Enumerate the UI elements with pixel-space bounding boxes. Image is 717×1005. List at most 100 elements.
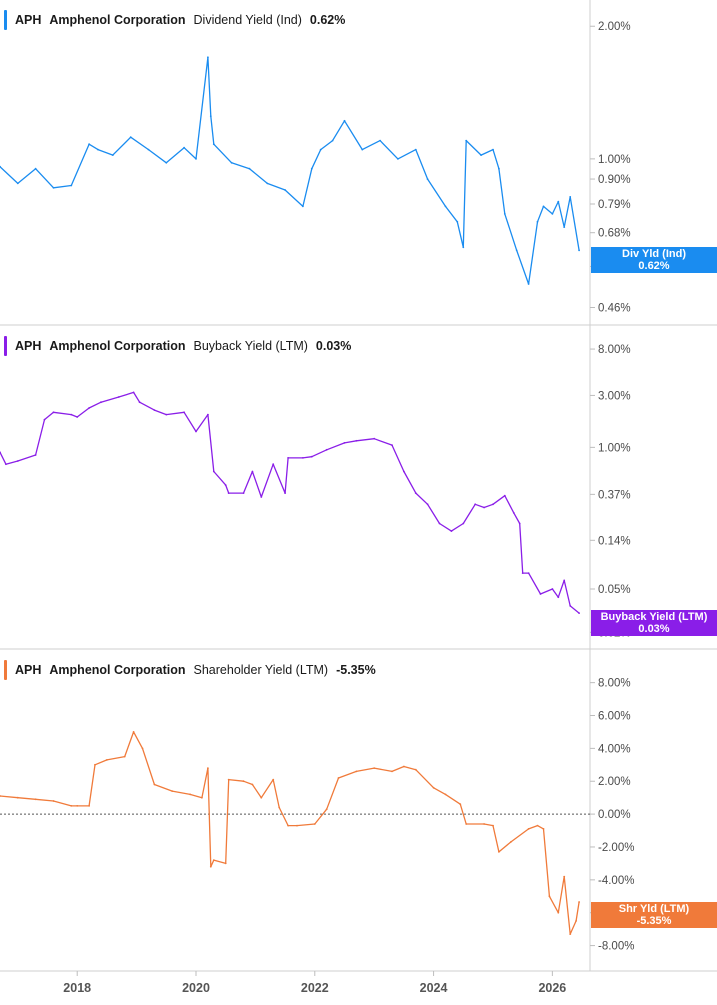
data-point-2 bbox=[100, 401, 102, 404]
data-point-2 bbox=[242, 492, 245, 494]
data-point-3 bbox=[278, 806, 281, 809]
data-point-1 bbox=[310, 167, 313, 170]
x-tick-label: 2022 bbox=[301, 981, 329, 995]
series-line-2 bbox=[0, 391, 580, 614]
data-point-3 bbox=[132, 731, 135, 733]
data-point-3 bbox=[242, 780, 245, 783]
data-point-2 bbox=[426, 503, 429, 506]
data-point-3 bbox=[432, 786, 435, 789]
data-point-3 bbox=[575, 920, 577, 922]
data-point-2 bbox=[355, 439, 358, 442]
data-point-3 bbox=[483, 823, 485, 825]
data-point-1 bbox=[0, 165, 1, 168]
data-point-3 bbox=[224, 862, 227, 865]
y-tick-label: 3.00% bbox=[598, 390, 631, 402]
data-point-3 bbox=[0, 795, 1, 797]
data-point-1 bbox=[480, 154, 482, 157]
data-point-2 bbox=[0, 451, 1, 454]
data-point-3 bbox=[459, 803, 462, 806]
data-point-3 bbox=[465, 823, 468, 825]
data-point-3 bbox=[123, 755, 126, 758]
legend-swatch-2 bbox=[4, 336, 7, 356]
badge-label-1: Div Yld (Ind) bbox=[622, 248, 686, 260]
data-point-2 bbox=[578, 612, 580, 614]
legend-swatch-1 bbox=[4, 10, 7, 30]
data-point-3 bbox=[373, 767, 376, 769]
badge-value-3: -5.35% bbox=[636, 915, 672, 927]
data-point-2 bbox=[138, 401, 141, 404]
data-point-3 bbox=[16, 796, 19, 799]
data-point-2 bbox=[438, 522, 441, 525]
data-point-2 bbox=[474, 503, 477, 506]
y-tick-label: 0.14% bbox=[598, 535, 631, 547]
y-tick-label: 0.05% bbox=[598, 584, 631, 596]
data-point-1 bbox=[542, 205, 545, 208]
data-point-1 bbox=[209, 115, 212, 118]
data-point-2 bbox=[343, 442, 346, 444]
data-point-2 bbox=[403, 470, 405, 473]
data-point-2 bbox=[260, 496, 263, 498]
data-point-1 bbox=[111, 154, 114, 157]
badge-value-1: 0.62% bbox=[638, 260, 670, 272]
data-point-2 bbox=[527, 572, 530, 574]
data-point-3 bbox=[498, 851, 500, 853]
data-point-2 bbox=[16, 460, 19, 462]
y-tick-label: 1.00% bbox=[598, 442, 631, 454]
data-point-1 bbox=[444, 205, 447, 208]
data-point-3 bbox=[548, 895, 551, 898]
data-point-2 bbox=[518, 522, 521, 525]
data-point-1 bbox=[536, 220, 539, 223]
data-point-3 bbox=[88, 805, 90, 807]
data-point-3 bbox=[153, 783, 156, 786]
data-point-1 bbox=[97, 148, 99, 151]
legend-swatch-3 bbox=[4, 660, 7, 680]
data-point-1 bbox=[319, 148, 322, 151]
data-point-2 bbox=[373, 437, 376, 440]
data-point-1 bbox=[397, 158, 399, 160]
y-tick-label: 8.00% bbox=[598, 678, 631, 690]
legend-value-2: 0.03% bbox=[315, 339, 352, 353]
data-point-3 bbox=[207, 767, 209, 769]
data-point-2 bbox=[557, 596, 560, 599]
data-point-2 bbox=[272, 463, 275, 466]
x-tick-label: 2026 bbox=[538, 981, 566, 995]
data-point-3 bbox=[578, 901, 580, 903]
legend-ticker-2: APH bbox=[15, 339, 42, 353]
legend-panel-2: APH Amphenol Corporation Buyback Yield (… bbox=[4, 334, 358, 358]
legend-metric-3: Shareholder Yield (LTM) bbox=[193, 663, 329, 677]
data-point-2 bbox=[492, 503, 494, 506]
data-point-3 bbox=[391, 770, 393, 773]
data-point-3 bbox=[509, 841, 512, 843]
data-point-1 bbox=[551, 213, 554, 215]
data-point-3 bbox=[313, 823, 316, 825]
x-tick-label: 2018 bbox=[63, 981, 91, 995]
data-point-2 bbox=[539, 593, 542, 595]
data-point-2 bbox=[414, 492, 417, 494]
y-tick-label: 1.00% bbox=[598, 154, 631, 166]
data-point-1 bbox=[462, 246, 465, 249]
data-point-1 bbox=[266, 182, 269, 185]
data-point-2 bbox=[227, 492, 230, 494]
legend-company-1: Amphenol Corporation bbox=[49, 13, 186, 27]
legend-metric-1: Dividend Yield (Ind) bbox=[193, 13, 302, 27]
data-point-1 bbox=[183, 146, 186, 149]
legend-company-2: Amphenol Corporation bbox=[49, 339, 186, 353]
data-point-2 bbox=[183, 411, 186, 414]
y-tick-label: 0.37% bbox=[598, 489, 631, 501]
data-point-2 bbox=[224, 484, 227, 486]
data-point-2 bbox=[512, 512, 515, 514]
data-point-3 bbox=[542, 828, 545, 830]
x-tick-label: 2020 bbox=[182, 981, 210, 995]
data-point-1 bbox=[147, 148, 150, 151]
data-point-2 bbox=[132, 391, 135, 394]
data-point-3 bbox=[227, 778, 230, 781]
y-tick-label: 0.46% bbox=[598, 302, 631, 314]
value-badge-2: Buyback Yield (LTM) 0.03% bbox=[591, 610, 717, 636]
legend-panel-1: APH Amphenol Corporation Dividend Yield … bbox=[4, 8, 352, 32]
x-tick-label: 2024 bbox=[420, 981, 448, 995]
data-point-2 bbox=[310, 455, 313, 458]
data-point-1 bbox=[503, 213, 506, 215]
y-tick-label: -4.00% bbox=[598, 875, 634, 887]
data-point-1 bbox=[331, 139, 334, 142]
